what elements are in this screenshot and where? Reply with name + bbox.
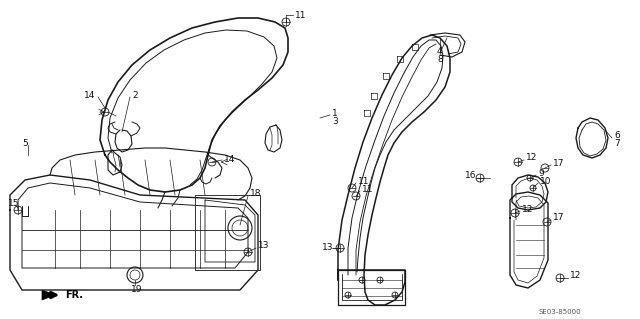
Text: 17: 17	[553, 213, 564, 222]
Text: 12: 12	[526, 153, 538, 162]
Text: 15: 15	[8, 198, 19, 207]
Text: 6: 6	[614, 131, 620, 140]
Text: 13: 13	[322, 243, 333, 253]
Text: FR.: FR.	[65, 290, 83, 300]
Text: SE03-85000: SE03-85000	[539, 309, 581, 315]
Text: 10: 10	[540, 176, 552, 186]
Text: 3: 3	[332, 116, 338, 125]
Text: 2: 2	[132, 91, 138, 100]
Text: 16: 16	[465, 172, 477, 181]
Text: 17: 17	[553, 159, 564, 167]
Text: 7: 7	[614, 139, 620, 149]
Text: 13: 13	[258, 241, 269, 250]
Text: 18: 18	[250, 189, 262, 198]
Text: 1: 1	[332, 108, 338, 117]
Text: 11: 11	[362, 184, 374, 194]
Text: 12: 12	[570, 271, 581, 280]
Text: 12: 12	[522, 204, 533, 213]
Text: 11: 11	[358, 176, 369, 186]
Text: 19: 19	[131, 285, 143, 293]
Text: 4: 4	[437, 48, 443, 56]
Text: 5: 5	[22, 138, 28, 147]
Text: 9: 9	[538, 168, 544, 177]
Text: 14: 14	[224, 155, 236, 165]
Text: 14: 14	[84, 91, 95, 100]
Text: 11: 11	[295, 11, 307, 19]
Polygon shape	[42, 290, 55, 300]
Text: 8: 8	[437, 56, 443, 64]
